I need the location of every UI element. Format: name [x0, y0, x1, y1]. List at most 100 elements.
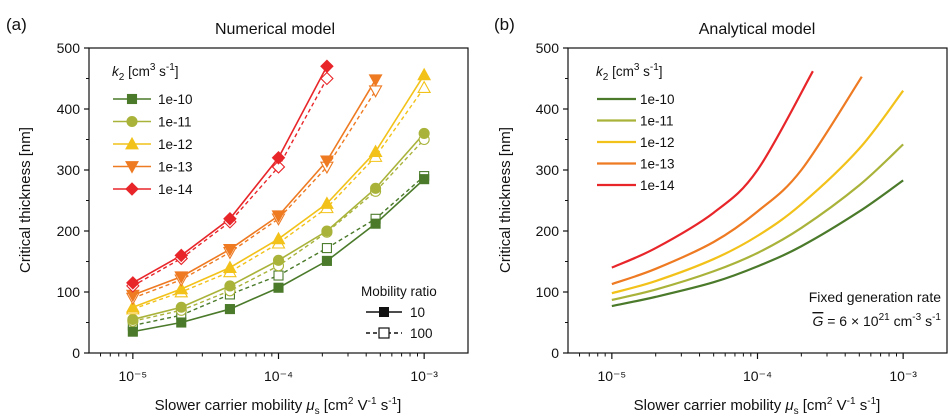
- point-ratio-10: [370, 218, 381, 229]
- legend-a-marker: [125, 161, 139, 174]
- line-ratio-100: [132, 90, 377, 299]
- point-ratio-10: [224, 280, 236, 292]
- x-tick-label: 10⁻³: [410, 368, 438, 384]
- generation-rate-note: Fixed generation rate: [809, 289, 942, 305]
- y-tick-label: 200: [57, 223, 81, 239]
- y-tick-label: 500: [536, 40, 560, 56]
- panel-a-ticks: 0 100 200 300 400 500 10⁻⁵ 10⁻⁴ 10⁻³: [57, 40, 439, 384]
- point-ratio-10: [126, 276, 140, 290]
- panel-a-legend-title: k2 [cm3 s-1]: [112, 62, 179, 83]
- series-a-1e-11: 1e-11: [113, 115, 430, 327]
- y-tick-label: 0: [72, 345, 80, 361]
- mobility-entry-100: 100: [410, 326, 433, 341]
- generation-rate-value: G = 6 × 1021 cm-3 s-1: [812, 312, 941, 329]
- series-a-1e-14: 1e-14: [113, 59, 334, 293]
- y-tick-label: 100: [57, 284, 81, 300]
- point-ratio-100: [271, 160, 286, 174]
- point-ratio-10: [418, 127, 430, 139]
- legend-a-label: 1e-14: [158, 182, 193, 197]
- point-ratio-100: [273, 270, 284, 281]
- point-ratio-100: [368, 85, 383, 98]
- point-ratio-10: [222, 243, 237, 257]
- point-ratio-10: [273, 282, 284, 293]
- series-b-1e-13: 1e-13: [597, 76, 863, 286]
- legend-a-label: 1e-11: [158, 115, 192, 130]
- point-ratio-10: [271, 151, 286, 165]
- line-ratio-10: [132, 79, 377, 296]
- point-ratio-10: [174, 271, 189, 284]
- y-tick-label: 200: [536, 223, 560, 239]
- panel-a-label: (a): [6, 15, 27, 34]
- point-ratio-100: [320, 71, 334, 86]
- legend-a-label: 1e-12: [158, 137, 193, 152]
- x-tick-label: 10⁻⁵: [597, 368, 626, 384]
- point-ratio-10: [127, 313, 139, 326]
- legend-b-label: 1e-13: [640, 157, 675, 172]
- panel-b-ticks: 0 100 200 300 400 500 10⁻⁵ 10⁻⁴ 10⁻³: [536, 40, 918, 384]
- panel-b-legend-title: k2 [cm3 s-1]: [596, 62, 663, 83]
- point-ratio-10: [125, 300, 140, 313]
- x-tick-label: 10⁻⁴: [264, 368, 293, 384]
- y-tick-label: 300: [536, 162, 560, 178]
- x-tick-label: 10⁻³: [889, 368, 917, 384]
- legend-a-label: 1e-10: [158, 92, 193, 107]
- y-tick-label: 300: [57, 162, 81, 178]
- point-ratio-10: [223, 212, 237, 226]
- point-ratio-10: [271, 231, 286, 245]
- panel-b-label: (b): [494, 15, 515, 34]
- panel-a: (a) Numerical model Critical thickness […: [6, 15, 469, 417]
- series-b-1e-14: 1e-14: [597, 70, 814, 269]
- mobility-legend-solid: 10: [366, 305, 425, 320]
- panel-b-y-label: Critical thickness [nm]: [497, 127, 514, 273]
- y-tick-label: 400: [57, 101, 81, 117]
- mobility-entry-10: 10: [410, 305, 425, 320]
- point-ratio-100: [321, 243, 332, 254]
- point-ratio-10: [417, 67, 432, 81]
- point-ratio-10: [176, 317, 187, 328]
- y-tick-label: 0: [551, 345, 559, 361]
- point-ratio-10: [224, 304, 235, 315]
- point-ratio-10: [222, 260, 237, 273]
- panel-b-title: Analytical model: [699, 21, 816, 38]
- legend-b-label: 1e-11: [640, 114, 674, 129]
- point-ratio-10: [370, 182, 382, 194]
- x-tick-label: 10⁻⁴: [743, 368, 772, 384]
- point-ratio-10: [174, 248, 189, 263]
- y-tick-label: 500: [57, 40, 81, 56]
- legend-a-label: 1e-13: [158, 160, 193, 175]
- panel-b-x-label: Slower carrier mobility μs [cm2 V-1 s-1]: [634, 396, 881, 417]
- point-ratio-10: [271, 210, 286, 223]
- mobility-legend-dashed: 100: [366, 326, 433, 341]
- point-ratio-10: [321, 255, 332, 266]
- series-b-1e-11: 1e-11: [597, 114, 904, 302]
- point-ratio-10: [321, 225, 333, 237]
- y-tick-label: 400: [536, 101, 560, 117]
- legend-a-marker: [125, 136, 139, 150]
- point-ratio-10: [419, 174, 430, 185]
- panel-b-frame: [567, 47, 948, 354]
- point-ratio-100: [417, 80, 432, 93]
- point-ratio-10: [272, 254, 285, 266]
- mobility-solid-marker: [379, 307, 389, 317]
- point-ratio-10: [320, 59, 334, 74]
- point-ratio-10: [368, 74, 383, 87]
- curve-b: [611, 90, 905, 295]
- curve-b: [611, 179, 904, 308]
- point-ratio-10: [175, 301, 187, 313]
- panel-a-title: Numerical model: [215, 21, 335, 38]
- point-ratio-10: [319, 155, 334, 168]
- legend-a-marker: [126, 93, 138, 105]
- curve-b: [611, 76, 863, 286]
- x-tick-label: 10⁻⁵: [118, 368, 147, 384]
- point-ratio-10: [319, 196, 334, 209]
- legend-a-marker: [126, 115, 138, 128]
- line-ratio-100: [132, 78, 328, 287]
- curve-b: [611, 143, 904, 302]
- legend-b-label: 1e-14: [640, 178, 675, 193]
- point-ratio-10: [368, 144, 383, 158]
- legend-b-label: 1e-12: [640, 135, 675, 150]
- mobility-dashed-marker: [378, 327, 390, 339]
- point-ratio-10: [174, 281, 189, 295]
